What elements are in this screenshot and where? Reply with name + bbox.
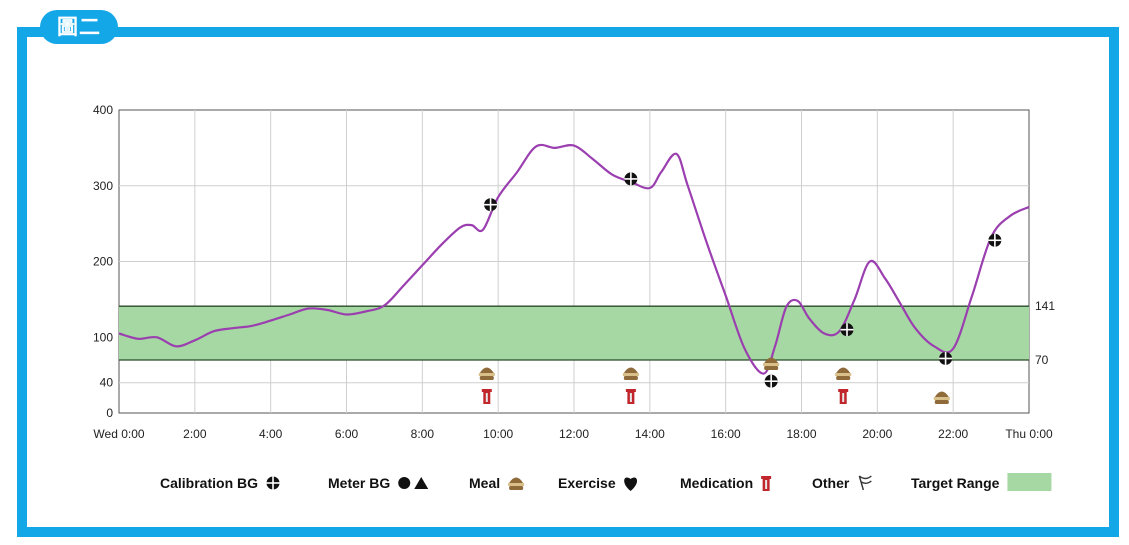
legend-label: Medication [680, 475, 753, 491]
calibration-bg-point [764, 374, 778, 388]
meal-marker [622, 367, 639, 380]
meal-marker [933, 391, 950, 404]
heart-icon-shape [624, 477, 638, 491]
x-tick-label: 6:00 [335, 427, 359, 441]
x-tick-label: 16:00 [711, 427, 741, 441]
meal-icon-filling [763, 363, 780, 366]
medication-marker [838, 389, 849, 404]
medication-icon-cap [761, 476, 772, 479]
event-markers [478, 172, 1002, 404]
calibration-bg-point [988, 233, 1002, 247]
meal-icon-filling [835, 373, 852, 376]
x-tick-label: 22:00 [938, 427, 968, 441]
meal-icon-bottom [623, 376, 638, 380]
calibration-bg-point [939, 351, 953, 365]
target-range-swatch [1007, 473, 1052, 491]
legend: Calibration BG Meter BG Meal Exercise Medica… [160, 473, 1052, 491]
meal-icon-filling [478, 373, 495, 376]
medication-marker [481, 389, 492, 404]
calibration-bg-point [484, 198, 498, 212]
flag-icon [858, 475, 872, 491]
meter-icon-circle [398, 477, 411, 489]
medication-icon [761, 476, 772, 491]
x-tick-label: 8:00 [411, 427, 435, 441]
medication-icon-cap [625, 389, 636, 392]
x-tick-label: 2:00 [183, 427, 207, 441]
y-tick-label: 400 [93, 103, 113, 117]
meal-icon-bottom [479, 376, 494, 380]
target-range-band [119, 306, 1029, 360]
target-lower-label: 70 [1035, 353, 1049, 367]
legend-label: Target Range [911, 475, 1000, 491]
grid-lines [119, 110, 1029, 413]
y-axis-ticks: 0 40 100 200 300 400 [93, 103, 113, 420]
y-tick-label: 200 [93, 255, 113, 269]
meal-icon-top [623, 367, 638, 373]
y-tick-label: 40 [100, 376, 114, 390]
figure-badge: 圖二 [40, 10, 118, 44]
medication-icon-shine [765, 480, 768, 489]
x-tick-label: Wed 0:00 [93, 427, 144, 441]
meal-icon-bottom [836, 376, 851, 380]
meal-icon-filling [622, 373, 639, 376]
legend-label: Other [812, 475, 850, 491]
meal-icon-top [836, 367, 851, 373]
y-tick-label: 100 [93, 330, 113, 344]
calibration-bg-point [624, 172, 638, 186]
meal-marker [478, 367, 495, 380]
medication-icon-shine [842, 393, 845, 402]
medication-icon-cap [481, 389, 492, 392]
meal-icon [508, 477, 525, 490]
x-axis-ticks: Wed 0:00 2:00 4:00 6:00 8:00 10:00 12:00 14:00 1… [93, 427, 1053, 441]
x-tick-label: 14:00 [635, 427, 665, 441]
meal-icon-bottom [934, 400, 949, 404]
meter-icon-triangle [414, 477, 429, 489]
meal-icon-bottom [509, 486, 524, 490]
legend-label: Exercise [558, 475, 616, 491]
meal-icon-top [479, 367, 494, 373]
y-tick-label: 300 [93, 179, 113, 193]
medication-icon-shine [629, 393, 632, 402]
meal-icon-filling [933, 397, 950, 400]
meal-icon-top [764, 357, 779, 363]
legend-label: Calibration BG [160, 475, 258, 491]
x-tick-label: 4:00 [259, 427, 283, 441]
medication-marker [625, 389, 636, 404]
y-tick-label: 0 [106, 406, 113, 420]
meter-icon [398, 477, 429, 489]
meal-icon-top [934, 391, 949, 397]
glucose-series-line [118, 143, 1030, 375]
target-upper-label: 141 [1035, 299, 1055, 313]
x-tick-label: Thu 0:00 [1005, 427, 1053, 441]
meal-icon-bottom [764, 366, 779, 370]
flag-icon-shape [858, 475, 872, 491]
meal-marker [763, 357, 780, 370]
x-tick-label: 20:00 [862, 427, 892, 441]
x-tick-label: 18:00 [786, 427, 816, 441]
heart-icon [624, 477, 638, 491]
calibration-icon [266, 476, 280, 490]
medication-icon-cap [838, 389, 849, 392]
legend-label: Meter BG [328, 475, 390, 491]
x-tick-label: 10:00 [483, 427, 513, 441]
meal-marker [835, 367, 852, 380]
meal-icon-filling [508, 483, 525, 486]
medication-icon-shine [485, 393, 488, 402]
legend-label: Meal [469, 475, 500, 491]
calibration-bg-point [840, 323, 854, 337]
meal-icon-top [509, 477, 524, 483]
x-tick-label: 12:00 [559, 427, 589, 441]
